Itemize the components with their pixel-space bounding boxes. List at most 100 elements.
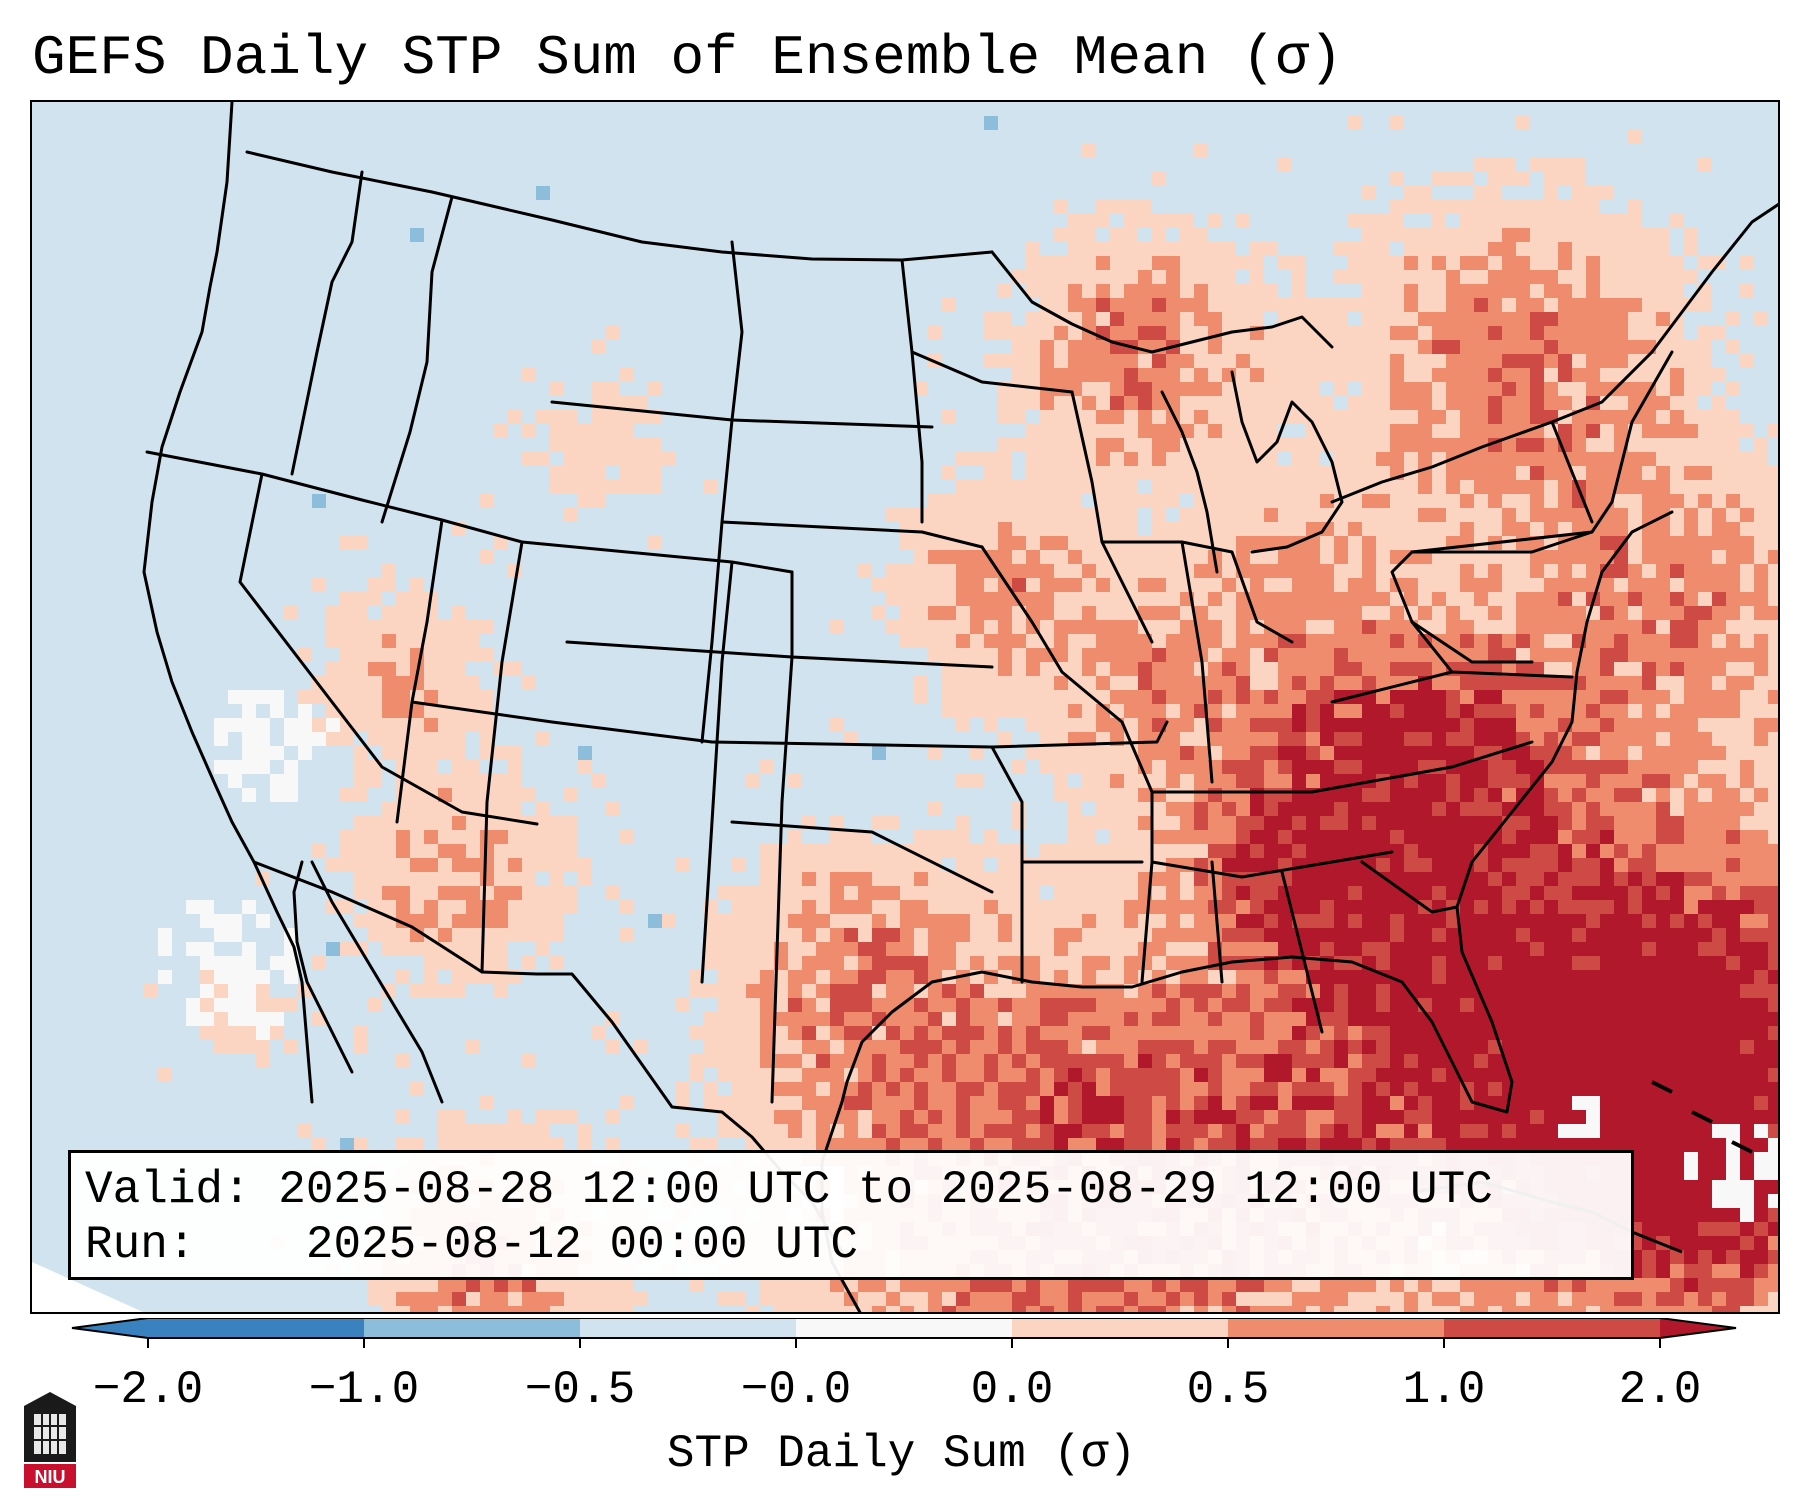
grid-cell xyxy=(858,830,872,844)
grid-cell xyxy=(1376,1068,1390,1082)
grid-cell xyxy=(1376,620,1390,634)
grid-cell xyxy=(1572,970,1586,984)
grid-cell xyxy=(1110,1012,1124,1026)
grid-cell xyxy=(1166,662,1180,676)
grid-cell xyxy=(410,592,424,606)
grid-cell xyxy=(1194,914,1208,928)
grid-cell xyxy=(1418,410,1432,424)
grid-cell xyxy=(1040,564,1054,578)
grid-cell xyxy=(1446,732,1460,746)
grid-cell xyxy=(1250,900,1264,914)
grid-cell xyxy=(970,648,984,662)
grid-cell xyxy=(998,494,1012,508)
grid-cell xyxy=(1740,1082,1754,1096)
grid-cell xyxy=(1474,830,1488,844)
grid-cell xyxy=(998,872,1012,886)
grid-cell xyxy=(914,676,928,690)
grid-cell xyxy=(1264,522,1278,536)
grid-cell xyxy=(1698,872,1712,886)
grid-cell xyxy=(382,872,396,886)
grid-cell xyxy=(1278,592,1292,606)
grid-cell xyxy=(1222,816,1236,830)
grid-cell xyxy=(1362,396,1376,410)
grid-cell xyxy=(1278,774,1292,788)
grid-cell xyxy=(1278,438,1292,452)
grid-cell xyxy=(396,676,410,690)
grid-cell xyxy=(830,1026,844,1040)
grid-cell xyxy=(1670,1082,1684,1096)
grid-cell xyxy=(956,452,970,466)
grid-cell xyxy=(1082,704,1096,718)
grid-cell xyxy=(1572,312,1586,326)
grid-cell xyxy=(928,550,942,564)
grid-cell xyxy=(480,690,494,704)
grid-cell xyxy=(1376,382,1390,396)
grid-cell xyxy=(1418,774,1432,788)
grid-cell xyxy=(1222,1096,1236,1110)
grid-cell xyxy=(438,956,452,970)
grid-cell xyxy=(1768,816,1778,830)
grid-cell xyxy=(1726,830,1740,844)
grid-cell xyxy=(1418,1124,1432,1138)
grid-cell xyxy=(1614,522,1628,536)
grid-cell xyxy=(1250,508,1264,522)
grid-cell xyxy=(1698,508,1712,522)
grid-cell xyxy=(1194,732,1208,746)
grid-cell xyxy=(1138,1054,1152,1068)
grid-cell xyxy=(1012,984,1026,998)
grid-cell xyxy=(1068,928,1082,942)
grid-cell xyxy=(984,844,998,858)
grid-cell xyxy=(1614,1138,1628,1152)
grid-cell xyxy=(1502,382,1516,396)
grid-cell xyxy=(1740,564,1754,578)
grid-cell xyxy=(1096,410,1110,424)
grid-cell xyxy=(998,606,1012,620)
grid-cell xyxy=(1754,592,1768,606)
grid-cell xyxy=(914,858,928,872)
grid-cell xyxy=(634,410,648,424)
grid-cell xyxy=(746,942,760,956)
grid-cell xyxy=(1628,1082,1642,1096)
grid-cell xyxy=(494,928,508,942)
grid-cell xyxy=(1124,886,1138,900)
grid-cell xyxy=(1124,438,1138,452)
grid-cell xyxy=(1390,550,1404,564)
grid-cell xyxy=(1614,564,1628,578)
grid-cell xyxy=(1222,830,1236,844)
grid-cell xyxy=(1110,858,1124,872)
grid-cell xyxy=(1180,718,1194,732)
grid-cell xyxy=(1236,620,1250,634)
grid-cell xyxy=(1628,956,1642,970)
grid-cell xyxy=(1516,872,1530,886)
grid-cell xyxy=(1670,718,1684,732)
grid-cell xyxy=(1376,536,1390,550)
grid-cell xyxy=(1600,970,1614,984)
grid-cell xyxy=(1306,830,1320,844)
grid-cell xyxy=(1712,1012,1726,1026)
grid-cell xyxy=(340,788,354,802)
grid-cell xyxy=(1348,662,1362,676)
grid-cell xyxy=(1124,676,1138,690)
grid-cell xyxy=(1712,746,1726,760)
grid-cell xyxy=(858,914,872,928)
grid-cell xyxy=(1362,550,1376,564)
grid-cell xyxy=(1530,886,1544,900)
grid-cell xyxy=(494,858,508,872)
grid-cell xyxy=(1054,228,1068,242)
grid-cell xyxy=(508,872,522,886)
grid-cell xyxy=(1712,1040,1726,1054)
grid-cell xyxy=(914,606,928,620)
grid-cell xyxy=(1306,592,1320,606)
grid-cell xyxy=(1096,242,1110,256)
grid-cell xyxy=(158,942,172,956)
grid-cell xyxy=(760,956,774,970)
grid-cell xyxy=(1068,690,1082,704)
grid-cell xyxy=(1558,256,1572,270)
grid-cell xyxy=(1698,634,1712,648)
grid-cell xyxy=(1082,340,1096,354)
grid-cell xyxy=(1698,466,1712,480)
grid-cell xyxy=(1726,928,1740,942)
grid-cell xyxy=(1110,844,1124,858)
grid-cell xyxy=(1670,844,1684,858)
grid-cell xyxy=(1222,984,1236,998)
